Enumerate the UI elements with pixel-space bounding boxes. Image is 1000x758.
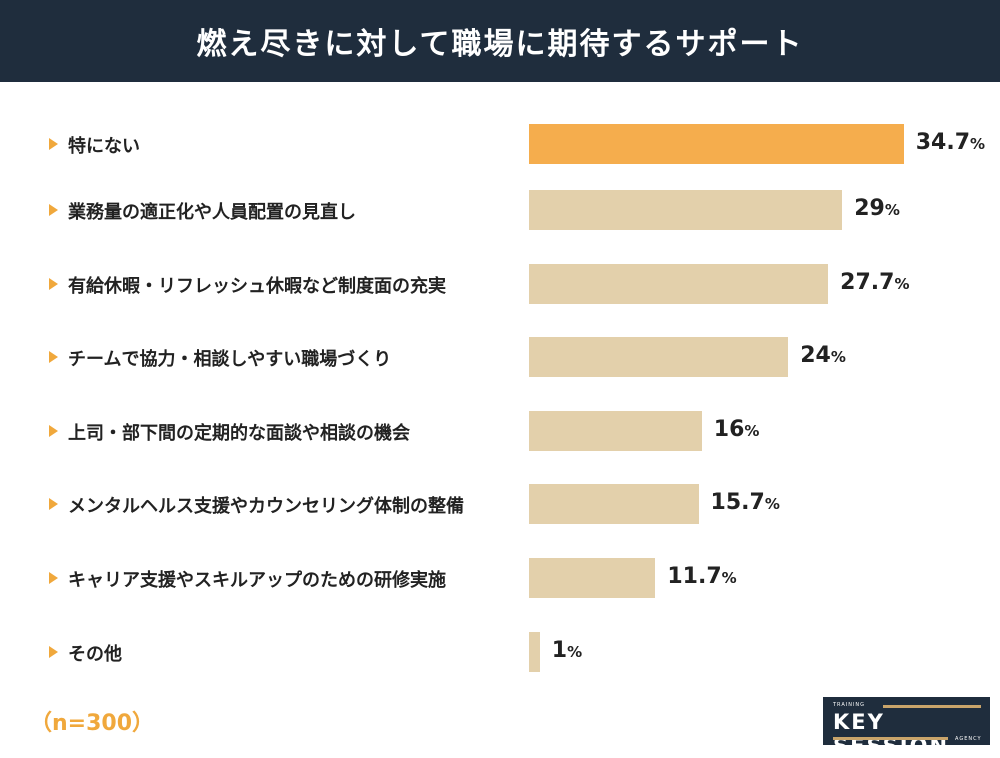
triangle-bullet-icon [49, 646, 58, 658]
bar [529, 484, 699, 524]
value-label: 1% [551, 638, 583, 663]
category-label: メンタルヘルス支援やカウンセリング体制の整備 [68, 496, 464, 517]
value-label: 29% [854, 196, 900, 221]
category-label: 有給休暇・リフレッシュ休暇など制度面の充実 [68, 276, 446, 297]
bar-row: 上司・部下間の定期的な面談や相談の機会 16% [0, 409, 1000, 453]
bar [529, 411, 702, 451]
bar-row: その他 1% [0, 630, 1000, 674]
key-session-logo: TRAINING KEY SESSION AGENCY [823, 697, 990, 758]
bar-row: メンタルヘルス支援やカウンセリング体制の整備 15.7% [0, 482, 1000, 526]
value-label: 34.7% [915, 130, 986, 155]
triangle-bullet-icon [49, 204, 58, 216]
chart-title: 燃え尽きに対して職場に期待するサポート [0, 0, 1000, 82]
value-label: 15.7% [710, 490, 780, 515]
bar [529, 264, 829, 304]
value-label: 27.7% [840, 270, 910, 295]
category-label: キャリア支援やスキルアップのための研修実施 [68, 570, 446, 591]
bar-row: チームで協力・相談しやすい職場づくり 24% [0, 335, 1000, 379]
category-label: チームで協力・相談しやすい職場づくり [68, 349, 392, 370]
sample-size: （n=300） [30, 711, 155, 736]
category-label: 業務量の適正化や人員配置の見直し [68, 202, 356, 223]
bar [529, 124, 904, 164]
logo-text: KEY SESSION [833, 710, 950, 758]
category-label: 上司・部下間の定期的な面談や相談の機会 [68, 423, 410, 444]
logo-small-bottom: AGENCY [955, 736, 982, 742]
logo-small-top: TRAINING [833, 702, 866, 708]
bar-row: 業務量の適正化や人員配置の見直し 29% [0, 188, 1000, 232]
bar-row: キャリア支援やスキルアップのための研修実施 11.7% [0, 556, 1000, 600]
bar-row: 特にない 34.7% [0, 122, 1000, 166]
triangle-bullet-icon [49, 351, 58, 363]
triangle-bullet-icon [49, 278, 58, 290]
triangle-bullet-icon [49, 572, 58, 584]
category-label: その他 [68, 644, 122, 665]
value-label: 11.7% [667, 564, 737, 589]
category-label: 特にない [68, 136, 140, 157]
bar [529, 337, 789, 377]
triangle-bullet-icon [49, 138, 58, 150]
bar-row: 有給休暇・リフレッシュ休暇など制度面の充実 27.7% [0, 262, 1000, 306]
bar [529, 190, 843, 230]
bar [529, 632, 540, 672]
bar [529, 558, 656, 598]
value-label: 16% [713, 417, 760, 442]
triangle-bullet-icon [49, 425, 58, 437]
value-label: 24% [800, 343, 846, 368]
triangle-bullet-icon [49, 498, 58, 510]
